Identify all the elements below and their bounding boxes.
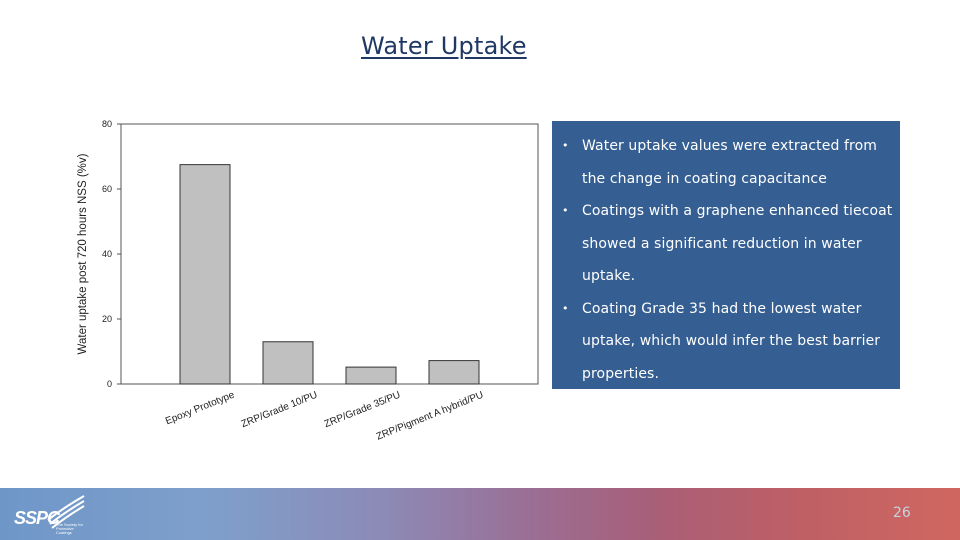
- bullet-item: • Coating Grade 35 had the lowest water u…: [562, 293, 894, 391]
- y-axis-label: Water uptake post 720 hours NSS (%v): [77, 153, 89, 354]
- y-tick-label: 20: [102, 314, 112, 324]
- page-number: 26: [893, 505, 911, 521]
- sspc-logo-tagline: The Society for Protective Coatings: [56, 522, 83, 535]
- bullet-text: Coating Grade 35 had the lowest water up…: [582, 300, 881, 382]
- slide-title: Water Uptake: [361, 32, 527, 60]
- bullet-box: • Water uptake values were extracted from…: [552, 121, 900, 389]
- bullet-list: • Water uptake values were extracted from…: [562, 130, 894, 390]
- x-tick-label: ZRP/Grade 35/PU: [323, 390, 402, 431]
- footer-band: [0, 488, 960, 540]
- y-tick-label: 80: [102, 119, 112, 129]
- bar: [428, 360, 480, 385]
- bullet-dot-icon: •: [562, 139, 569, 152]
- bar: [179, 164, 231, 385]
- y-tick-label: 0: [107, 379, 112, 389]
- bullet-text: Water uptake values were extracted from …: [582, 138, 877, 187]
- bullet-dot-icon: •: [562, 301, 569, 315]
- y-tick-label: 60: [102, 184, 112, 194]
- bullet-item: • Water uptake values were extracted from…: [562, 130, 894, 195]
- bar: [345, 366, 397, 385]
- x-tick-label: ZRP/Grade 10/PU: [240, 390, 319, 431]
- sspc-logo-swoosh-icon: [47, 495, 85, 529]
- y-tick-label: 40: [102, 249, 112, 259]
- bullet-text: Coatings with a graphene enhanced tiecoa…: [582, 203, 893, 284]
- bullet-dot-icon: •: [562, 204, 569, 217]
- bar: [262, 341, 314, 385]
- sspc-logo: SSPC: [14, 508, 60, 528]
- bullet-item: • Coatings with a graphene enhanced tieco…: [562, 195, 894, 293]
- water-uptake-chart: Water uptake post 720 hours NSS (%v) 0 20…: [77, 119, 539, 443]
- x-tick-label: Epoxy Prototype: [164, 389, 237, 427]
